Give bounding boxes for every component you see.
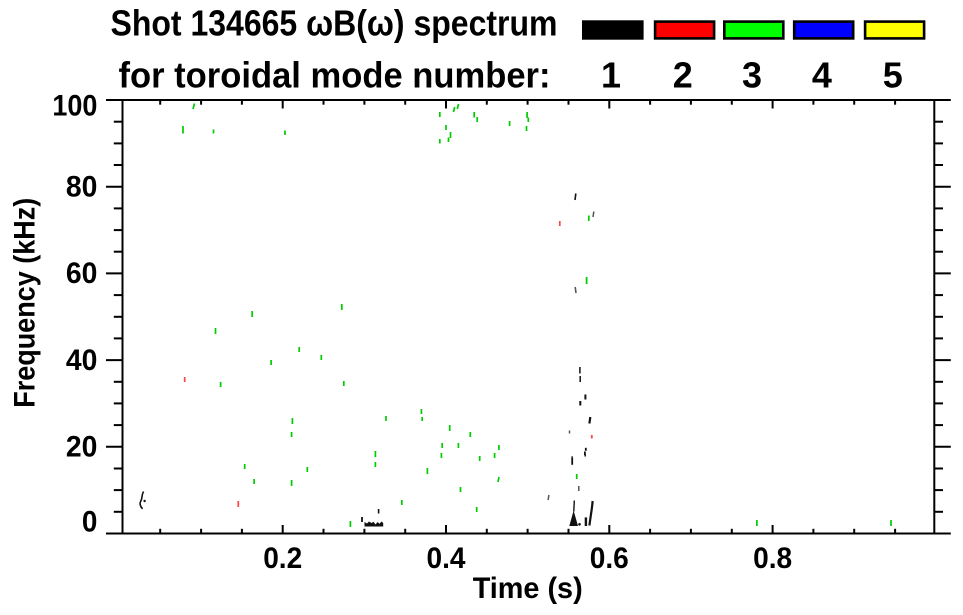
svg-text:Time (s): Time (s) — [473, 572, 583, 605]
svg-text:4: 4 — [812, 55, 832, 96]
svg-text:20: 20 — [66, 431, 98, 464]
svg-text:1: 1 — [601, 55, 621, 96]
svg-text:40: 40 — [66, 344, 98, 377]
svg-text:5: 5 — [883, 55, 903, 96]
svg-text:0: 0 — [82, 505, 98, 538]
svg-text:0.6: 0.6 — [590, 542, 629, 575]
svg-text:80: 80 — [66, 171, 98, 204]
svg-text:2: 2 — [673, 55, 693, 96]
svg-text:Shot 134665 ωB(ω) spectrum: Shot 134665 ωB(ω) spectrum — [111, 3, 558, 44]
svg-text:0.2: 0.2 — [263, 542, 302, 575]
svg-text:60: 60 — [66, 257, 98, 290]
svg-text:0.4: 0.4 — [427, 542, 466, 575]
svg-text:for toroidal mode number:: for toroidal mode number: — [119, 55, 551, 96]
svg-text:100: 100 — [52, 90, 97, 123]
svg-text:Frequency (kHz): Frequency (kHz) — [9, 198, 42, 408]
svg-text:3: 3 — [742, 55, 762, 96]
svg-text:0.8: 0.8 — [753, 542, 792, 575]
